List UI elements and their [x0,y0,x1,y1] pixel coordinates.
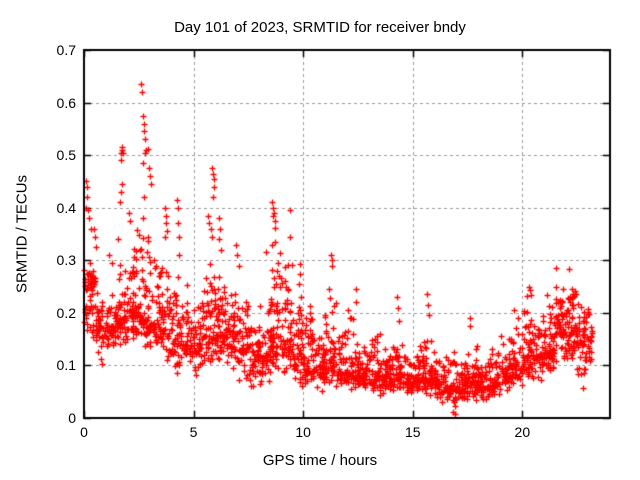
y-tick-label: 0.3 [56,252,76,269]
x-tick-label: 10 [295,424,311,440]
chart-title: Day 101 of 2023, SRMTID for receiver bnd… [174,19,466,36]
y-tick-label: 0.2 [56,304,76,321]
y-tick-label: 0.7 [56,42,76,58]
x-tick-label: 20 [514,424,531,440]
x-tick-label: 5 [189,424,198,440]
y-tick-label: 0.4 [56,199,76,216]
y-tick-label: 0 [68,410,76,426]
y-tick-label: 0.6 [56,94,76,111]
y-tick-label: 0.1 [56,357,76,374]
y-axis-label: SRMTID / TECUs [13,174,31,294]
x-tick-label: 0 [80,424,88,440]
x-tick-label: 15 [404,424,421,440]
x-axis-label: GPS time / hours [262,452,378,469]
y-tick-label: 0.5 [56,147,76,164]
